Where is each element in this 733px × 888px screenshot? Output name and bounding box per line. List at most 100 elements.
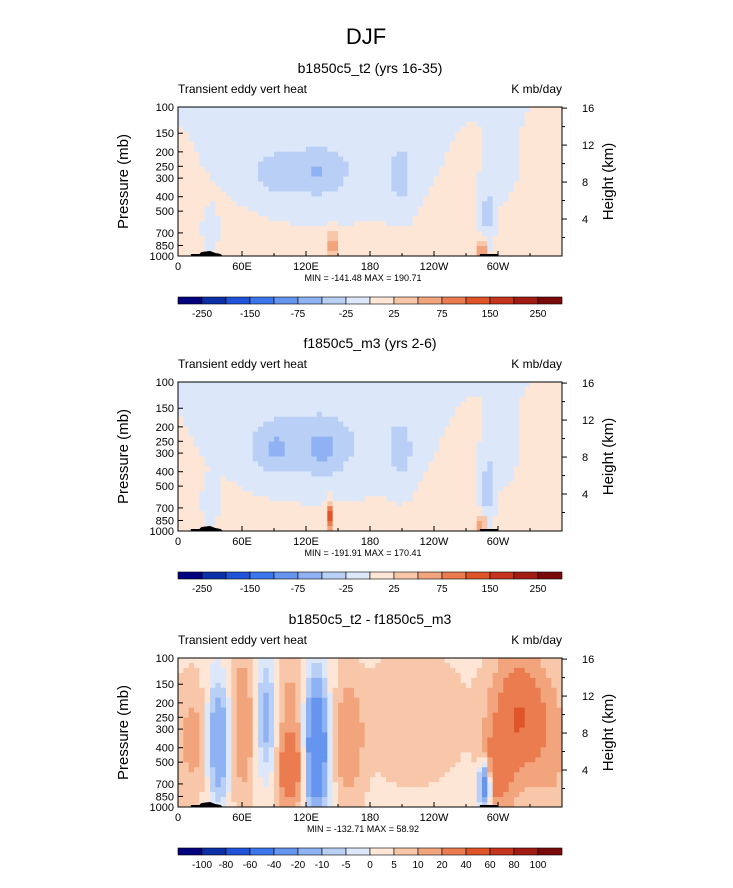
heatmap-cell [199,672,206,679]
heatmap-cell [370,426,376,433]
heatmap-cell [215,386,222,393]
colorbar-swatch [465,296,491,305]
heatmap-cell [514,216,520,222]
heatmap-cell [412,386,419,393]
heatmap-cell [391,486,398,492]
heatmap-cell [391,506,398,512]
heatmap-cell [412,441,419,447]
heatmap-cell [316,486,323,492]
heatmap-cell [231,111,238,118]
heatmap-cell [295,386,302,393]
heatmap-cell [508,441,515,447]
heatmap-cell [524,672,531,679]
heatmap-cell [210,171,216,177]
heatmap-cell [354,221,360,227]
heatmap-cell [370,471,376,477]
heatmap-cell [514,251,520,257]
heatmap-cell [332,431,339,438]
heatmap-cell [284,471,291,477]
heatmap-cell [423,121,430,128]
heatmap-cell [439,151,446,158]
heatmap-cell [455,476,462,482]
heatmap-cell [231,196,238,202]
heatmap-cell [471,662,478,669]
heatmap-cell [252,511,259,517]
heatmap-cell [530,461,536,467]
heatmap-cell [455,466,462,472]
heatmap-cell [178,662,184,669]
heatmap-cell [487,181,494,187]
heatmap-cell [194,107,200,113]
heatmap-cell [210,156,216,163]
heatmap-cell [514,396,520,403]
heatmap-cell [220,687,227,694]
heatmap-cell [220,221,227,227]
heatmap-cell [306,506,312,512]
heatmap-cell [492,196,499,202]
heatmap-cell [514,421,520,428]
heatmap-cell [386,486,392,492]
heatmap-cell [444,461,451,467]
heatmap-cell [418,481,424,487]
heatmap-cell [423,116,430,123]
heatmap-cell [199,231,206,237]
heatmap-cell [295,211,302,217]
heatmap-cell [242,221,248,227]
heatmap-cell [503,456,510,462]
heatmap-cell [300,481,307,487]
heatmap-cell [519,156,526,163]
heatmap-cell [412,226,419,232]
heatmap-cell [290,382,296,388]
heatmap-cell [444,386,451,393]
heatmap-cell [418,396,424,403]
heatmap-cell [530,186,536,192]
heatmap-cell [268,396,275,403]
heatmap-cell [556,181,563,187]
heatmap-cell [546,386,552,393]
heatmap-cell [482,161,488,167]
heatmap-cell [327,171,334,177]
heatmap-cell [418,171,424,177]
heatmap-cell [359,426,366,433]
heatmap-cell [183,186,190,192]
heatmap-cell [210,161,216,167]
heatmap-cell [263,466,270,472]
heatmap-cell [423,476,430,482]
colorbar-tick-label: 75 [436,309,448,320]
heatmap-cell [524,396,531,403]
heatmap-cell [530,111,536,118]
heatmap-cell [316,672,323,679]
heatmap-cell [359,231,366,237]
heatmap-cell [300,386,307,393]
heatmap-cell [412,161,419,167]
heatmap-cell [423,496,430,502]
heatmap-cell [354,176,360,182]
heatmap-cell [396,131,403,138]
heatmap-cell [556,667,563,674]
heatmap-cell [295,446,302,452]
heatmap-cell [258,456,264,462]
heatmap-cell [199,236,206,242]
heatmap-cell [412,196,419,202]
heatmap-cell [242,451,248,457]
heatmap-cell [268,151,275,158]
heatmap-cell [551,136,558,143]
heatmap-cell [252,526,259,532]
heatmap-cell [295,471,302,477]
heatmap-cell [252,141,259,148]
heatmap-cell [412,516,419,522]
heatmap-cell [279,667,286,674]
heatmap-cell [498,241,504,247]
heatmap-cell [375,107,382,113]
heatmap-cell [284,682,291,689]
heatmap-cell [476,471,483,477]
heatmap-cell [274,431,280,438]
heatmap-cell [188,221,195,227]
heatmap-cell [530,226,536,232]
heatmap-cell [551,526,558,532]
heatmap-cell [322,501,328,507]
heatmap-cell [498,521,504,527]
heatmap-cell [530,406,536,413]
heatmap-cell [498,121,504,128]
heatmap-cell [423,226,430,232]
